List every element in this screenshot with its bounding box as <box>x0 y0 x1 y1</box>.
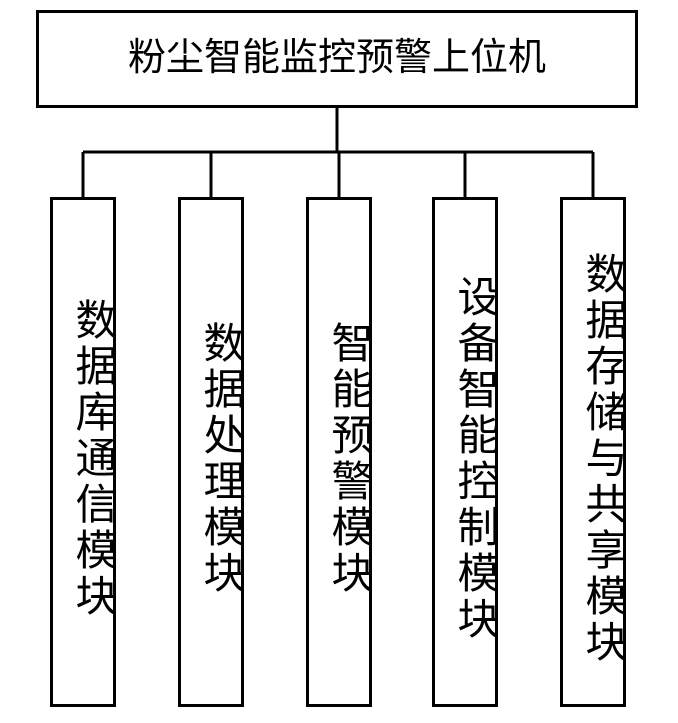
child-node-0: 数据库通信模块 <box>50 197 116 707</box>
child-node-2: 智能预警模块 <box>306 197 372 707</box>
child-node-4: 数据存储与共享模块 <box>560 197 626 707</box>
child-node-label: 智能预警模块 <box>327 321 369 597</box>
root-node-label: 粉尘智能监控预警上位机 <box>128 38 546 80</box>
child-node-label: 数据存储与共享模块 <box>581 252 623 666</box>
child-node-label: 数据处理模块 <box>199 321 241 597</box>
child-node-label: 数据库通信模块 <box>71 298 113 620</box>
child-node-label: 设备智能控制模块 <box>453 275 495 643</box>
root-node: 粉尘智能监控预警上位机 <box>36 10 638 108</box>
diagram-canvas: 粉尘智能监控预警上位机 数据库通信模块 数据处理模块 智能预警模块 设备智能控制… <box>0 0 678 723</box>
child-node-1: 数据处理模块 <box>178 197 244 707</box>
child-node-3: 设备智能控制模块 <box>432 197 498 707</box>
